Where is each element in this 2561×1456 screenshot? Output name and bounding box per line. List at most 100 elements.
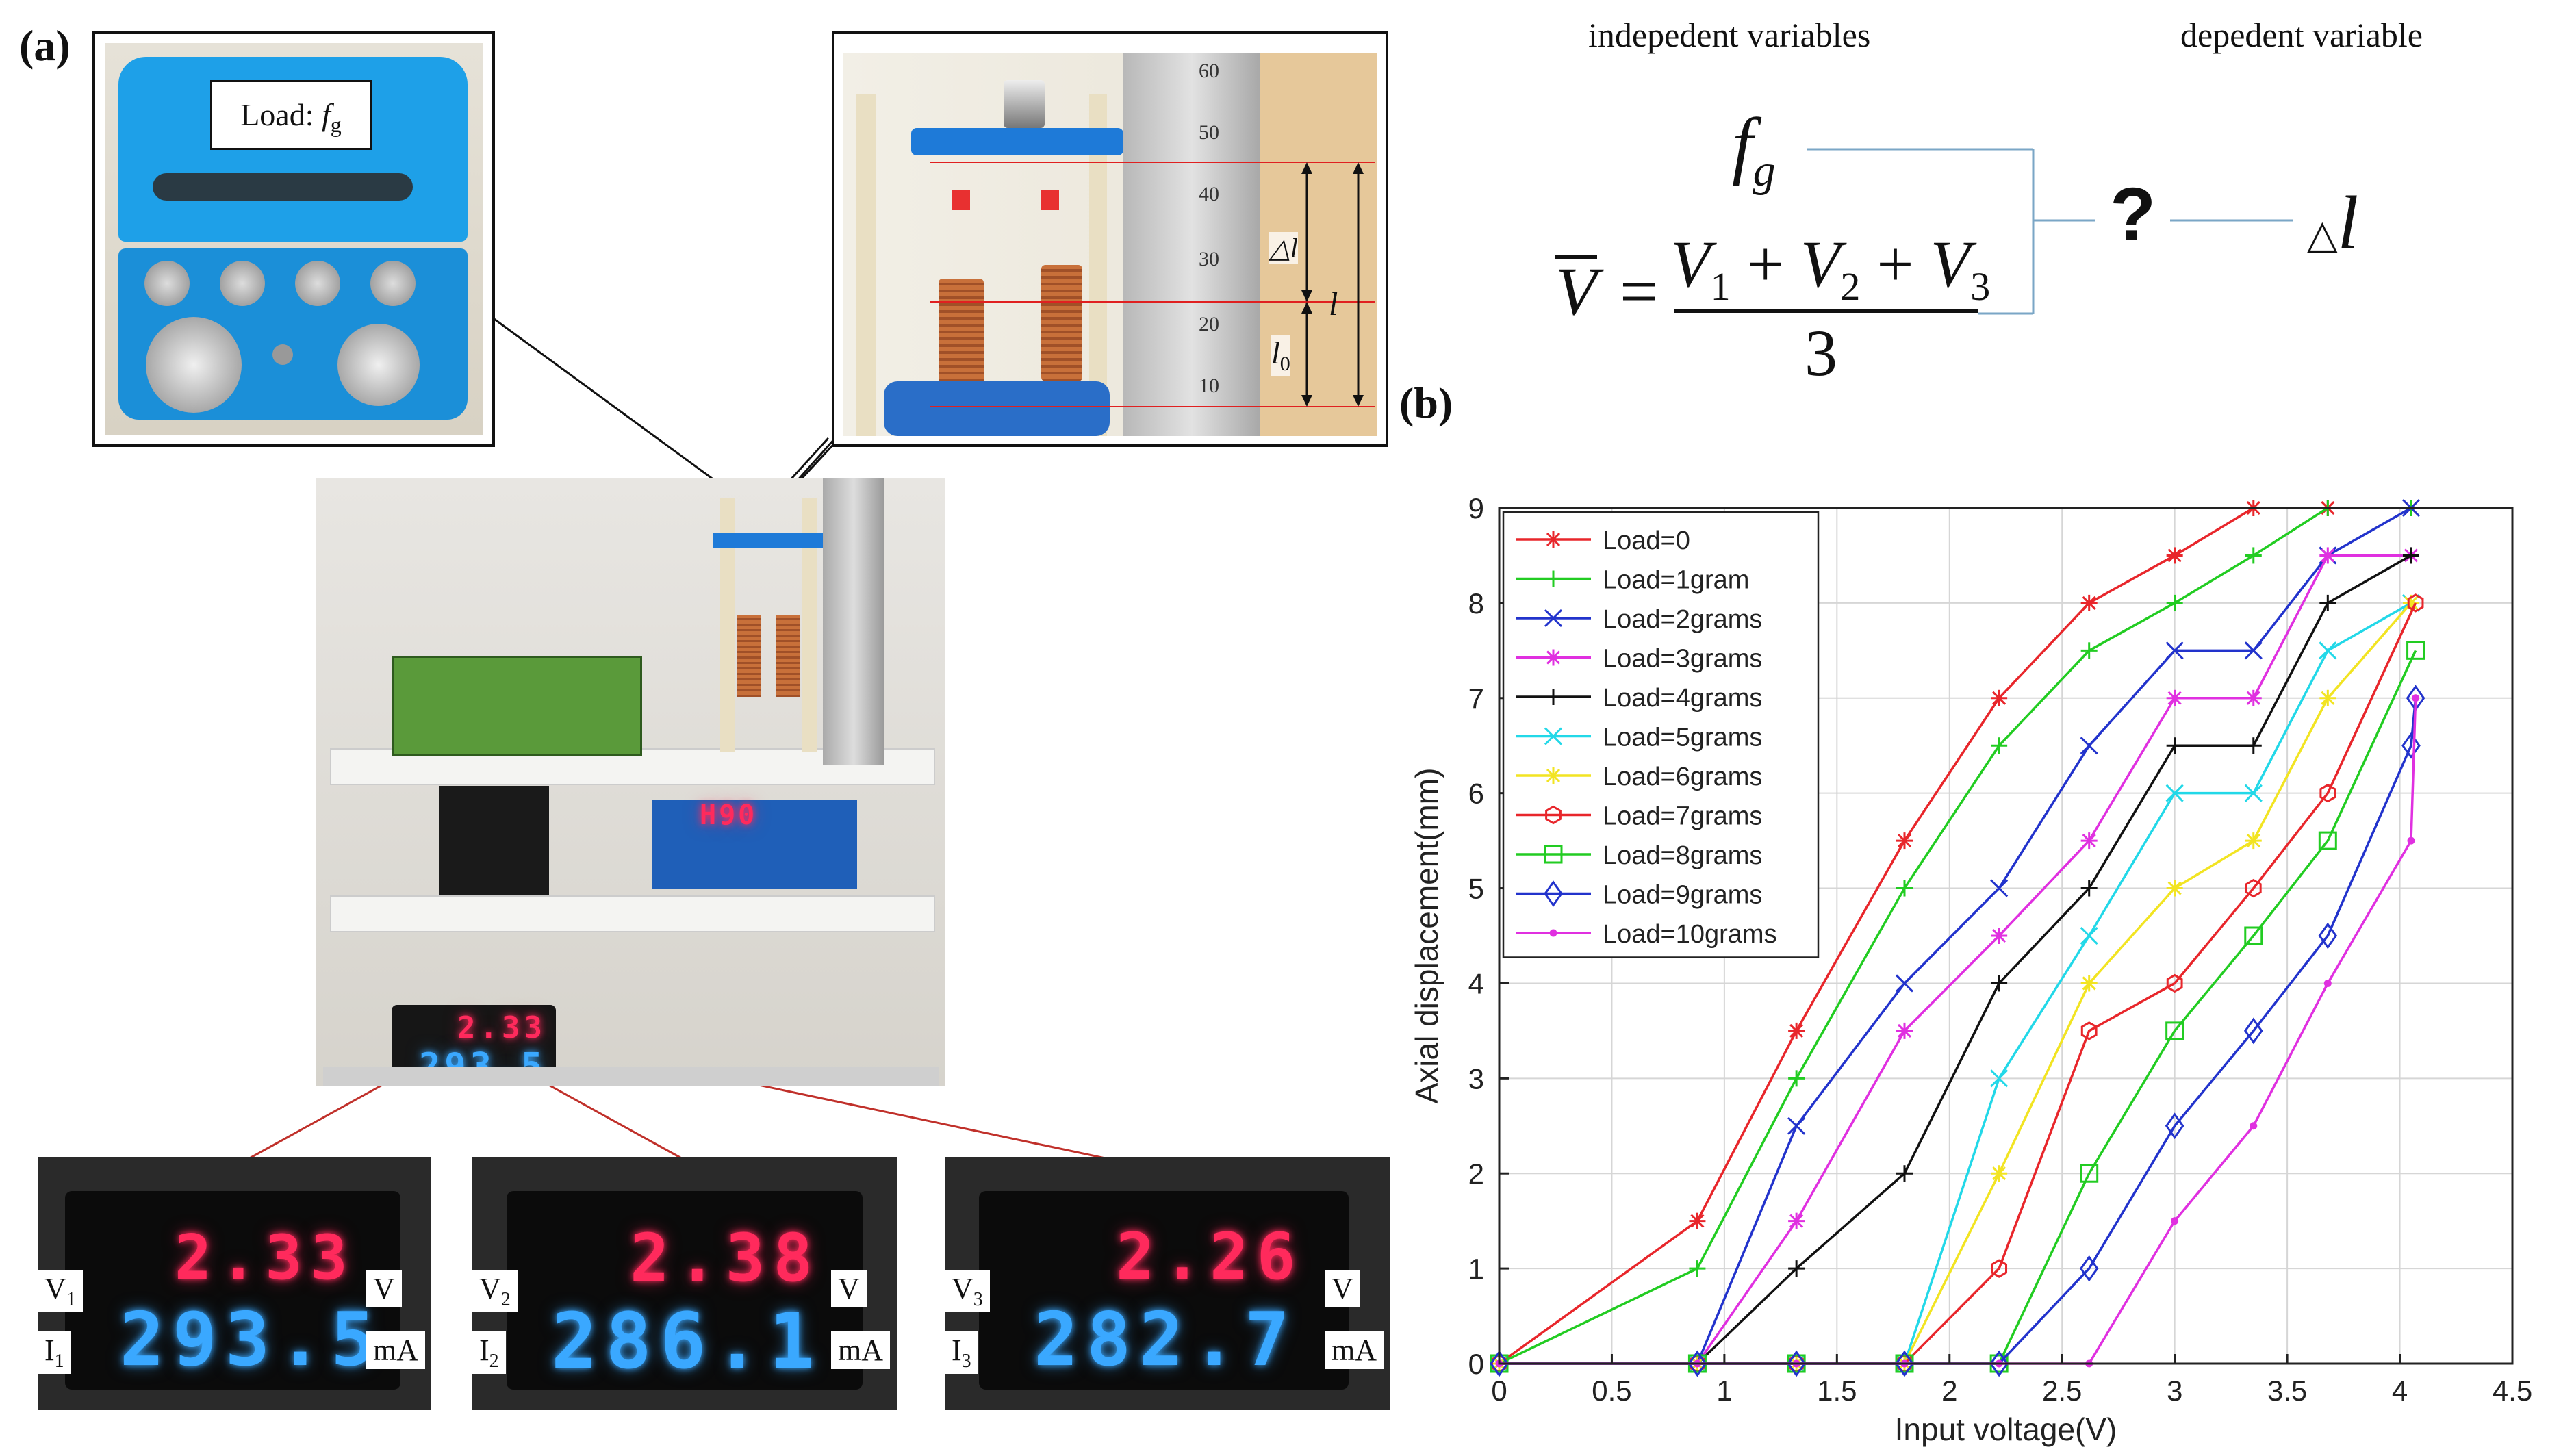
data-point bbox=[1788, 1260, 1805, 1277]
legend-label: Load=8grams bbox=[1603, 841, 1762, 870]
data-point bbox=[2323, 979, 2332, 987]
legend-label: Load=0 bbox=[1603, 526, 1690, 555]
l0-label: l0 bbox=[1271, 335, 1290, 376]
meter-1-i-unit: mA bbox=[366, 1331, 425, 1369]
data-point bbox=[2165, 1021, 2184, 1040]
ruler-tick-label: 40 bbox=[1199, 183, 1219, 205]
weight bbox=[144, 261, 190, 306]
formula-delta-l: △l bbox=[2307, 181, 2359, 264]
y-axis-label: Axial displacement(mm) bbox=[1409, 768, 1444, 1104]
data-point bbox=[2080, 832, 2098, 850]
legend-label: Load=7grams bbox=[1603, 802, 1762, 831]
legend-label: Load=10grams bbox=[1603, 920, 1777, 949]
copper-coil bbox=[1041, 265, 1082, 381]
legend-marker bbox=[1545, 805, 1562, 825]
y-tick-label: 3 bbox=[1468, 1062, 1484, 1095]
x-axis-label: Input voltage(V) bbox=[1895, 1412, 2117, 1447]
data-point bbox=[1991, 928, 2008, 944]
rod bbox=[856, 94, 876, 436]
meter-in-photo-voltage: 2.33 bbox=[457, 1010, 546, 1045]
data-point bbox=[1788, 1022, 1805, 1039]
data-point bbox=[1990, 879, 2009, 897]
steel-ruler: 60 50 40 30 20 10 bbox=[1123, 53, 1260, 436]
data-point bbox=[2319, 689, 2336, 706]
legend-label: Load=3grams bbox=[1603, 645, 1762, 674]
weight-on-top bbox=[1004, 80, 1045, 128]
data-point bbox=[2080, 975, 2098, 992]
top-plate bbox=[911, 128, 1123, 155]
red-cap bbox=[952, 190, 970, 210]
data-point bbox=[2243, 1017, 2263, 1045]
board-display: H90 bbox=[700, 800, 758, 831]
weights-inset: Load: fg bbox=[92, 31, 495, 447]
data-point bbox=[1989, 1350, 2009, 1377]
data-point bbox=[2080, 880, 2098, 897]
data-point bbox=[2244, 641, 2263, 660]
data-point bbox=[2244, 784, 2263, 802]
x-tick-label: 1.5 bbox=[1817, 1375, 1857, 1407]
data-point bbox=[1689, 1260, 1706, 1277]
data-point bbox=[2165, 784, 2184, 802]
data-point bbox=[2166, 594, 2183, 611]
y-tick-label: 1 bbox=[1468, 1253, 1484, 1285]
meter-2-current: 286.1 bbox=[551, 1297, 824, 1386]
data-point bbox=[1896, 880, 1913, 897]
meter-3-v-label: V3 bbox=[945, 1270, 990, 1312]
data-point bbox=[2245, 878, 2262, 898]
data-point bbox=[2080, 1021, 2098, 1040]
data-point bbox=[2245, 737, 2262, 754]
legend-marker bbox=[1549, 929, 1557, 937]
data-point bbox=[2166, 737, 2183, 754]
data-point bbox=[1991, 737, 2008, 754]
data-point bbox=[1895, 974, 1914, 993]
meter-3-i-label: I3 bbox=[945, 1331, 978, 1374]
data-point bbox=[1895, 1350, 1914, 1377]
ruler-inset: 60 50 40 30 20 10 △l l l0 bbox=[832, 31, 1388, 447]
dependent-variable-title: depedent variable bbox=[2180, 16, 2423, 54]
acrylic-plate-middle bbox=[330, 895, 935, 932]
meter-2-v-label: V2 bbox=[472, 1270, 518, 1312]
data-point bbox=[1689, 1212, 1706, 1229]
data-point bbox=[1687, 1350, 1707, 1377]
rod bbox=[720, 498, 735, 752]
meter-2-i-unit: mA bbox=[831, 1331, 890, 1369]
legend-label: Load=5grams bbox=[1603, 724, 1762, 752]
legend-marker bbox=[1545, 767, 1562, 784]
y-tick-label: 8 bbox=[1468, 587, 1484, 620]
panel-label-a: (a) bbox=[19, 21, 71, 70]
series-line-4 bbox=[1499, 554, 2412, 1365]
data-point bbox=[2412, 694, 2420, 702]
power-module bbox=[652, 800, 857, 889]
weight bbox=[272, 344, 293, 365]
legend-marker bbox=[1544, 845, 1563, 864]
data-point bbox=[1990, 1069, 2009, 1088]
meter-2-i-label: I2 bbox=[472, 1331, 506, 1374]
copper-coil bbox=[737, 615, 761, 697]
legend-label: Load=9grams bbox=[1603, 881, 1762, 910]
meter-1-v-label: V1 bbox=[38, 1270, 83, 1312]
data-point bbox=[1787, 1350, 1806, 1377]
formula-fg: fg bbox=[1732, 103, 1776, 196]
x-tick-label: 3 bbox=[2167, 1375, 2182, 1407]
data-point bbox=[2080, 1164, 2099, 1183]
legend-marker bbox=[1545, 570, 1562, 587]
meter-1-voltage: 2.33 bbox=[175, 1222, 356, 1294]
data-point bbox=[2244, 926, 2263, 945]
data-point bbox=[2245, 689, 2262, 706]
legend-marker bbox=[1545, 689, 1562, 705]
weight bbox=[146, 317, 242, 413]
x-tick-label: 4.5 bbox=[2493, 1375, 2532, 1407]
data-point bbox=[1896, 832, 1913, 850]
data-point bbox=[2165, 1112, 2184, 1140]
meter-2-voltage: 2.38 bbox=[630, 1220, 821, 1297]
legend-label: Load=2grams bbox=[1603, 605, 1762, 634]
data-point bbox=[1991, 1259, 2008, 1278]
ruler-tick-label: 10 bbox=[1199, 374, 1219, 397]
panel-label-b: (b) bbox=[1399, 379, 1453, 427]
weight bbox=[370, 261, 416, 306]
meter-1-i-label: I1 bbox=[38, 1331, 71, 1374]
data-point bbox=[1991, 1165, 2008, 1182]
rod bbox=[802, 498, 817, 752]
legend-label: Load=1gram bbox=[1603, 566, 1749, 595]
legend-marker bbox=[1544, 609, 1563, 628]
